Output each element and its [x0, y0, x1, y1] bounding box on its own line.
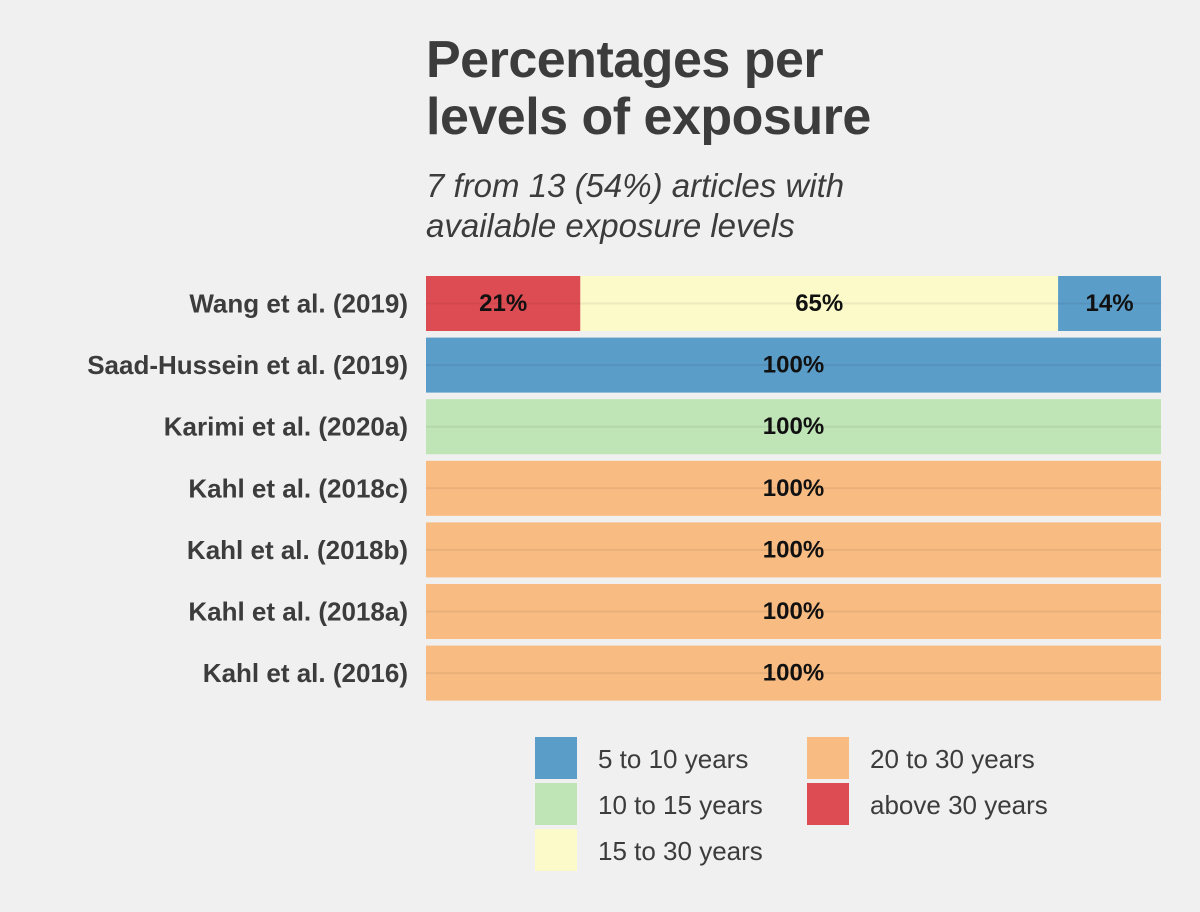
- category-label: Kahl et al. (2018a): [188, 597, 408, 627]
- legend-swatch: [535, 829, 577, 871]
- bar-segment: [580, 276, 1059, 331]
- chart-title-line-1: Percentages per: [426, 31, 824, 89]
- data-label: 21%: [479, 290, 527, 317]
- legend-label: 20 to 30 years: [870, 744, 1035, 774]
- legend-label: above 30 years: [870, 790, 1048, 820]
- bar-segment: [426, 337, 1161, 393]
- bar-segment: [426, 399, 1161, 455]
- data-label: 65%: [795, 290, 843, 317]
- category-label: Wang et al. (2019): [189, 289, 408, 319]
- category-label: Kahl et al. (2018b): [187, 535, 408, 565]
- chart-subtitle-line-1: 7 from 13 (54%) articles with: [426, 167, 845, 204]
- bar-segment: [426, 584, 1161, 639]
- chart-title-line-2: levels of exposure: [426, 88, 871, 146]
- category-label: Karimi et al. (2020a): [164, 412, 408, 442]
- data-label: 100%: [763, 536, 824, 563]
- legend-label: 15 to 30 years: [598, 836, 763, 866]
- legend-swatch: [535, 783, 577, 825]
- data-label: 100%: [763, 475, 824, 502]
- chart-title: Percentages per levels of exposure: [426, 32, 1126, 146]
- data-label: 100%: [763, 413, 824, 440]
- legend-swatch: [535, 737, 577, 779]
- bar-segment: [1058, 276, 1161, 331]
- data-label: 100%: [763, 660, 824, 687]
- bar-segment: [426, 460, 1161, 516]
- chart-subtitle-line-2: available exposure levels: [426, 207, 795, 244]
- category-label: Kahl et al. (2018c): [188, 473, 408, 503]
- legend-swatch: [807, 737, 849, 779]
- data-label: 100%: [763, 352, 824, 379]
- category-label: Saad-Hussein et al. (2019): [87, 350, 408, 380]
- data-label: 100%: [763, 598, 824, 625]
- category-label: Kahl et al. (2016): [203, 658, 408, 688]
- chart-subtitle: 7 from 13 (54%) articles with available …: [426, 166, 1126, 246]
- bar-segment: [426, 276, 581, 331]
- legend-swatch: [807, 783, 849, 825]
- legend-label: 10 to 15 years: [598, 790, 763, 820]
- data-label: 14%: [1086, 290, 1134, 317]
- bar-segment: [426, 645, 1161, 701]
- legend-label: 5 to 10 years: [598, 744, 748, 774]
- bar-segment: [426, 522, 1161, 578]
